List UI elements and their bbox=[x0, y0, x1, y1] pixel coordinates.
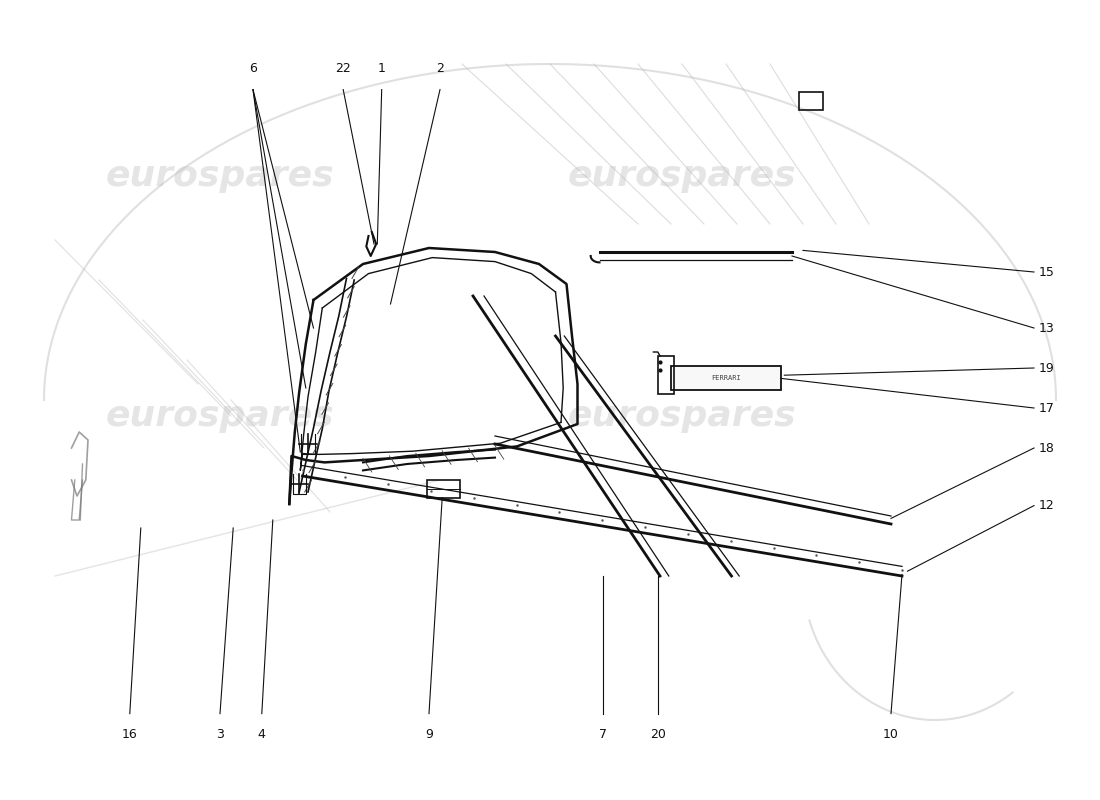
Text: eurospares: eurospares bbox=[568, 399, 796, 433]
Text: 6: 6 bbox=[249, 62, 257, 75]
Bar bbox=[427, 480, 460, 498]
Text: 7: 7 bbox=[598, 728, 607, 741]
Text: 10: 10 bbox=[883, 728, 899, 741]
Text: 17: 17 bbox=[1040, 402, 1055, 414]
Text: 12: 12 bbox=[1040, 499, 1055, 512]
Text: 9: 9 bbox=[425, 728, 433, 741]
Bar bbox=[671, 366, 781, 390]
Text: eurospares: eurospares bbox=[106, 399, 334, 433]
Text: eurospares: eurospares bbox=[568, 159, 796, 193]
Text: 16: 16 bbox=[122, 728, 138, 741]
Text: eurospares: eurospares bbox=[106, 159, 334, 193]
Text: 22: 22 bbox=[336, 62, 351, 75]
Text: 2: 2 bbox=[436, 62, 444, 75]
Text: 3: 3 bbox=[216, 728, 224, 741]
Bar bbox=[799, 92, 823, 110]
Text: 19: 19 bbox=[1040, 362, 1055, 374]
Bar bbox=[658, 356, 674, 394]
Text: 4: 4 bbox=[257, 728, 266, 741]
Text: 13: 13 bbox=[1040, 322, 1055, 334]
Text: FERRARI: FERRARI bbox=[711, 375, 741, 382]
Text: 18: 18 bbox=[1040, 442, 1055, 454]
Text: 1: 1 bbox=[377, 62, 386, 75]
Text: 20: 20 bbox=[650, 728, 666, 741]
Text: 15: 15 bbox=[1040, 266, 1055, 278]
